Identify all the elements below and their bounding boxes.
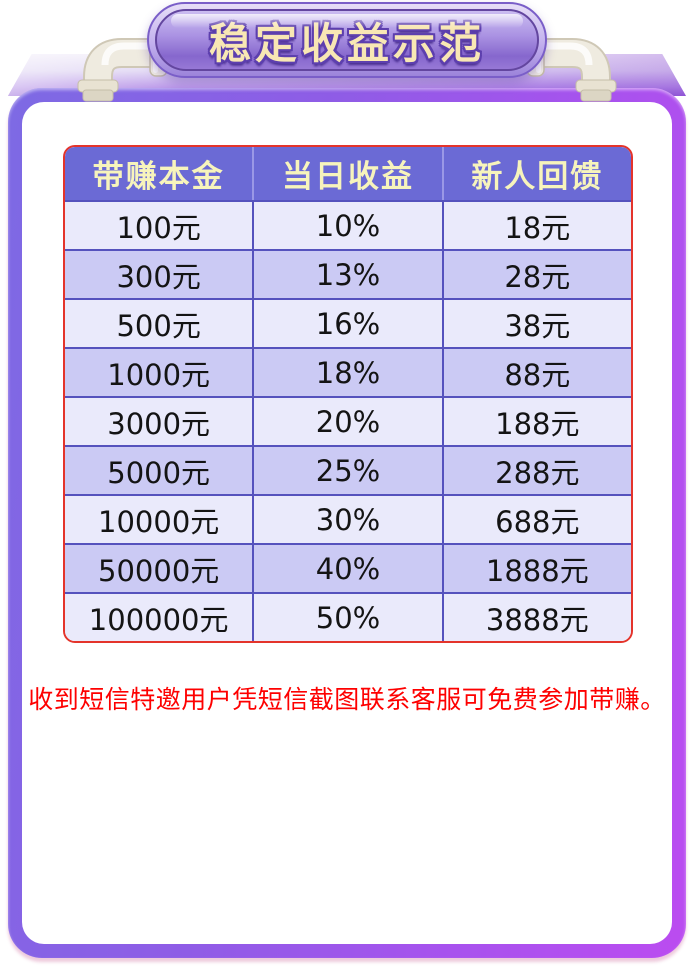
- table-header-newcomer-reward: 新人回馈: [471, 159, 604, 195]
- cell-newcomer-reward: 188元: [495, 406, 580, 441]
- sms-invite-notice: 收到短信特邀用户凭短信截图联系客服可免费参加带赚。: [28, 685, 666, 714]
- income-table: 带赚本金 当日收益 新人回馈 100元 10% 18元 300元 13% 28元…: [63, 145, 633, 643]
- table-row: 100000元 50% 3888元: [65, 592, 631, 641]
- banner-inner: 稳定收益示范: [155, 9, 539, 71]
- cell-daily-income: 10%: [254, 202, 444, 249]
- table-row: 5000元 25% 288元: [65, 445, 631, 494]
- cell-principal: 5000元: [65, 447, 255, 494]
- table-body: 100元 10% 18元 300元 13% 28元 500元 16% 38元 1…: [65, 200, 631, 641]
- table-row: 50000元 40% 1888元: [65, 543, 631, 592]
- cell-daily-income: 40%: [254, 545, 444, 592]
- table-header-principal: 带赚本金: [65, 147, 255, 200]
- cell-principal: 3000元: [65, 398, 255, 445]
- cell-daily-income: 20%: [254, 398, 444, 445]
- table-header-row: 带赚本金 当日收益 新人回馈: [65, 147, 631, 200]
- cell-principal: 100元: [65, 202, 255, 249]
- cell-newcomer-reward: 38元: [504, 308, 571, 343]
- cell-newcomer-reward: 288元: [495, 455, 580, 490]
- banner-title: 稳定收益示范: [208, 18, 485, 68]
- cell-newcomer-reward: 88元: [504, 357, 571, 392]
- cell-principal: 500元: [65, 300, 255, 347]
- table-row: 100元 10% 18元: [65, 200, 631, 249]
- cell-daily-income: 16%: [254, 300, 444, 347]
- cell-newcomer-reward: 688元: [495, 504, 580, 539]
- table-row: 10000元 30% 688元: [65, 494, 631, 543]
- cell-daily-income: 30%: [254, 496, 444, 543]
- cell-principal: 300元: [65, 251, 255, 298]
- cell-newcomer-reward: 1888元: [485, 553, 589, 588]
- table-row: 1000元 18% 88元: [65, 347, 631, 396]
- cell-newcomer-reward: 3888元: [485, 602, 589, 637]
- cell-daily-income: 18%: [254, 349, 444, 396]
- cell-principal: 100000元: [65, 594, 255, 641]
- cell-principal: 1000元: [65, 349, 255, 396]
- banner: 稳定收益示范: [147, 2, 547, 78]
- cell-daily-income: 50%: [254, 594, 444, 641]
- cell-newcomer-reward: 28元: [504, 259, 571, 294]
- cell-principal: 50000元: [65, 545, 255, 592]
- table-row: 300元 13% 28元: [65, 249, 631, 298]
- table-row: 3000元 20% 188元: [65, 396, 631, 445]
- table-header-daily-income: 当日收益: [254, 147, 444, 200]
- cell-daily-income: 13%: [254, 251, 444, 298]
- cell-newcomer-reward: 18元: [504, 210, 571, 245]
- table-row: 500元 16% 38元: [65, 298, 631, 347]
- cell-daily-income: 25%: [254, 447, 444, 494]
- cell-principal: 10000元: [65, 496, 255, 543]
- pipe-connector-right-icon: [524, 20, 644, 108]
